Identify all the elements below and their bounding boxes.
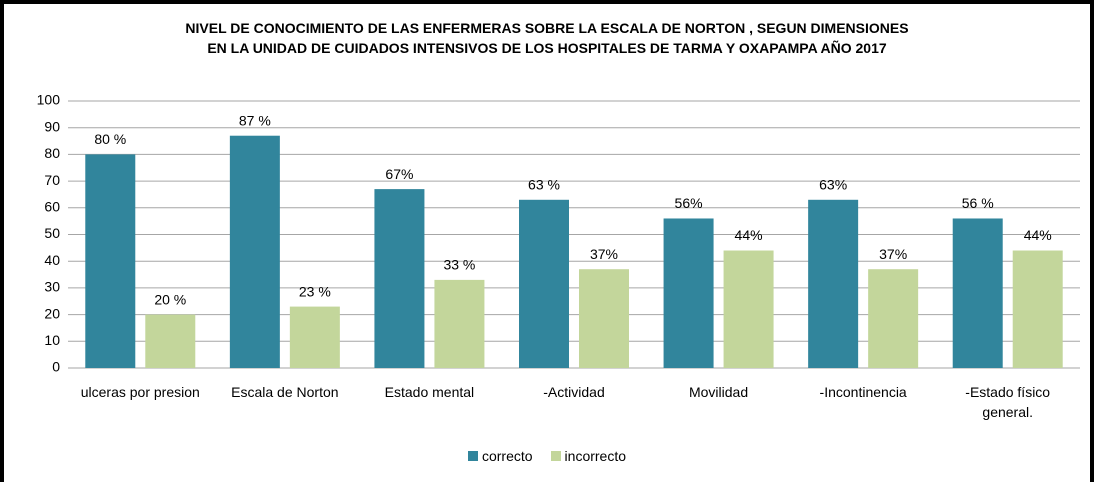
y-tick-label: 60: [44, 199, 60, 215]
y-tick-label: 20: [44, 305, 60, 321]
bar: [868, 269, 919, 368]
value-label: 63%: [819, 176, 847, 192]
bar: [145, 314, 196, 368]
legend: correcto incorrecto: [4, 448, 1090, 464]
bar: [579, 269, 629, 368]
value-label: 44%: [735, 227, 763, 243]
legend-item: correcto: [467, 448, 533, 464]
value-label: 37%: [879, 246, 907, 262]
value-label: 67%: [385, 166, 413, 182]
bar: [723, 250, 774, 368]
value-label: 37%: [590, 246, 618, 262]
bar: [663, 218, 714, 368]
y-tick-label: 0: [52, 359, 60, 375]
plot: 0 10 20 30 40 50 60 70 80 90 100 80 % 20 % 87 % 23 % 67…: [37, 92, 1080, 375]
x-tick-label: -Estado físico general.: [965, 384, 1051, 420]
bar: [289, 306, 340, 368]
x-tick-label: -Incontinencia: [819, 384, 907, 400]
bar: [229, 135, 280, 368]
y-tick-label: 90: [44, 118, 60, 134]
y-tick-label: 50: [44, 225, 60, 241]
x-tick-label: Movilidad: [688, 384, 749, 400]
x-tick-label: Estado mental: [384, 384, 475, 400]
x-tick-label: Escala de Norton: [231, 384, 339, 400]
y-tick-label: 10: [44, 332, 60, 348]
legend-swatch: [467, 451, 478, 461]
value-label: 44%: [1024, 227, 1052, 243]
value-label: 23 %: [299, 283, 331, 299]
value-label: 63 %: [528, 176, 560, 192]
bar: [434, 279, 485, 368]
x-tick-label: -Actividad: [543, 384, 605, 400]
value-label: 56%: [675, 195, 703, 211]
bar: [519, 199, 569, 368]
bar: [808, 199, 859, 368]
y-tick-label: 100: [37, 92, 61, 108]
bar: [1012, 250, 1063, 368]
bar: [952, 218, 1003, 368]
bar: [85, 154, 136, 368]
value-label: 20 %: [154, 291, 186, 307]
legend-item: incorrecto: [550, 448, 627, 464]
bar: [374, 189, 425, 368]
chart-title: NIVEL DE CONOCIMIENTO DE LAS ENFERMERAS …: [185, 20, 909, 56]
x-tick-label: ulceras por presion: [80, 384, 200, 400]
value-label: 87 %: [239, 112, 271, 128]
legend-label: incorrecto: [564, 448, 627, 464]
value-label: 33 %: [443, 257, 475, 273]
value-label: 80 %: [94, 131, 126, 147]
y-tick-label: 70: [44, 172, 60, 188]
y-tick-label: 40: [44, 252, 60, 268]
legend-label: correcto: [481, 448, 533, 464]
legend-swatch: [550, 451, 561, 461]
y-tick-label: 80: [44, 145, 60, 161]
y-tick-label: 30: [44, 279, 60, 295]
value-label: 56 %: [962, 195, 994, 211]
